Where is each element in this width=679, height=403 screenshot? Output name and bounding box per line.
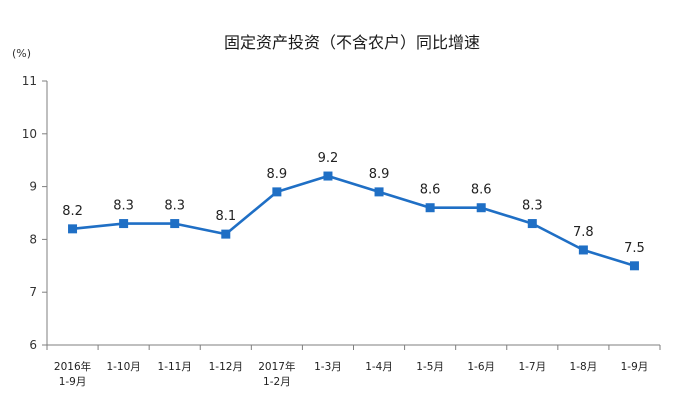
x-tick-label: 1-6月: [467, 361, 495, 373]
data-point: [425, 203, 435, 213]
data-point: [476, 203, 486, 213]
series-line: [72, 174, 635, 268]
series-layer: 8.2 8.3 8.3 8.1 8.9 9.2 8.9 8.6 8.6 8.3 7.8 7.5: [62, 151, 645, 271]
data-point: [119, 219, 129, 229]
data-label: 8.2: [62, 204, 83, 219]
data-point: [170, 219, 180, 229]
data-point: [68, 224, 78, 234]
x-tick-label: 1-7月: [518, 361, 546, 373]
x-tick-label: 1-5月: [416, 361, 444, 373]
y-tick-label: 11: [22, 74, 37, 88]
x-tick-label: 1-12月: [209, 361, 243, 373]
y-tick-label: 8: [29, 232, 37, 246]
chart-title: 固定资产投资（不含农户）同比增速: [224, 33, 480, 52]
data-point: [629, 261, 639, 271]
data-label: 8.1: [215, 209, 236, 224]
y-tick-label: 7: [29, 285, 37, 299]
data-point: [272, 187, 282, 197]
y-tick-label: 6: [29, 338, 37, 352]
data-label: 8.3: [522, 199, 543, 214]
x-tick-label: 1-10月: [106, 361, 140, 373]
y-tick-label: 10: [22, 127, 37, 141]
data-label: 8.3: [113, 199, 134, 214]
data-point: [323, 171, 333, 181]
x-tick-label: 1-11月: [158, 361, 192, 373]
x-tick-label: 1-2月: [263, 376, 291, 388]
x-tick-label: 2017年: [258, 360, 295, 373]
data-point: [374, 187, 384, 197]
y-axis-unit: (%): [12, 47, 31, 60]
data-point: [578, 245, 588, 255]
data-label: 8.9: [369, 167, 390, 182]
x-tick-label: 2016年: [54, 360, 91, 373]
data-point: [221, 229, 231, 239]
x-tick-label: 1-9月: [621, 361, 649, 373]
data-label: 8.6: [471, 183, 492, 198]
data-label: 8.6: [420, 183, 441, 198]
y-tick-label: 9: [29, 180, 37, 194]
axes: 6 7 8 9 10 11 2016年 1-9月 1-10月 1-11月 1-12月 2017年 1-2…: [22, 74, 661, 388]
data-point: [527, 219, 537, 229]
x-tick-label: 1-9月: [59, 376, 87, 388]
x-tick-label: 1-4月: [365, 361, 393, 373]
data-label: 9.2: [318, 151, 339, 166]
data-label: 8.9: [267, 167, 288, 182]
data-label: 7.8: [573, 225, 594, 240]
data-label: 8.3: [164, 199, 185, 214]
x-tick-label: 1-3月: [314, 361, 342, 373]
x-tick-label: 1-8月: [570, 361, 598, 373]
data-label: 7.5: [624, 241, 645, 256]
